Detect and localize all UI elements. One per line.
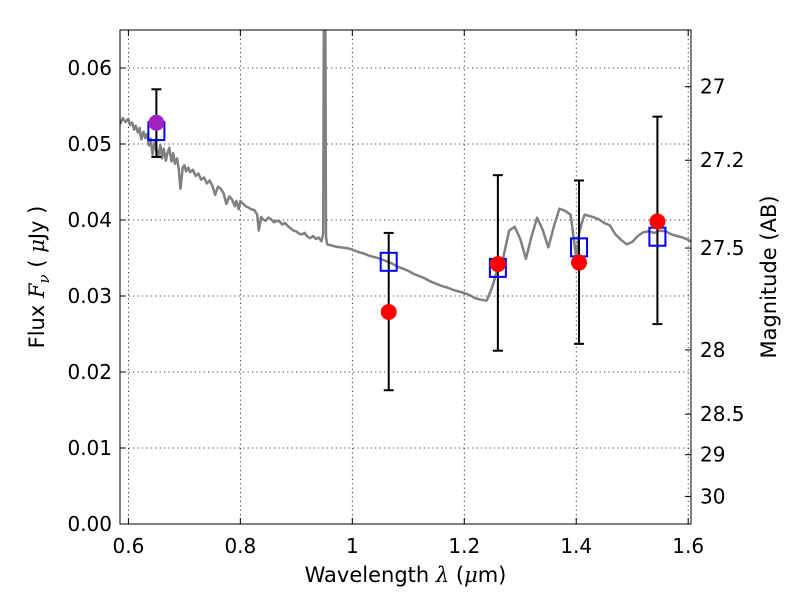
- y-tick-label: 0.04: [67, 208, 112, 232]
- axis-ticks: 0.6 0.8 1 1.2 1.4 1.6 0.00 0.01 0.02 0.03 0.04 0.05…: [67, 30, 745, 558]
- x-axis-unit: (: [449, 563, 464, 587]
- plot-frame: [119, 29, 692, 525]
- y-axis-nu: ν: [35, 274, 53, 283]
- y-axis-paren: (: [25, 253, 49, 275]
- data-markers: [147, 114, 667, 320]
- mag-tick-label: 28: [700, 338, 725, 362]
- x-tick-label: 1: [346, 534, 359, 558]
- spectrum-layer: [120, 30, 691, 302]
- error-bars: [151, 88, 663, 392]
- y-tick-label: 0.00: [67, 512, 112, 536]
- observed-point: [380, 303, 397, 320]
- mag-tick-label: 27.2: [700, 148, 745, 172]
- y-axis-unit: Jy ): [25, 206, 49, 242]
- y-axis-title: Flux Fν ( μJy ): [25, 206, 53, 349]
- x-axis-unit-end: m): [478, 563, 507, 587]
- observed-point: [649, 213, 666, 230]
- x-tick-label: 1.2: [448, 534, 480, 558]
- y-tick-label: 0.03: [67, 284, 112, 308]
- y-tick-label: 0.01: [67, 436, 112, 460]
- y-axis-fnu: F: [25, 282, 49, 299]
- mag-tick-label: 30: [700, 484, 725, 508]
- mag-tick-label: 28.5: [700, 402, 745, 426]
- observed-point: [571, 254, 588, 271]
- y-tick-label: 0.05: [67, 132, 112, 156]
- y-axis-mu: μ: [25, 239, 49, 253]
- y-tick-label: 0.02: [67, 360, 112, 384]
- x-tick-label: 0.8: [224, 534, 256, 558]
- spectrum-line: [120, 30, 691, 302]
- observed-point: [489, 256, 506, 273]
- model-point-square: [379, 251, 398, 272]
- x-tick-label: 1.6: [672, 534, 704, 558]
- mag-tick-label: 27.5: [700, 236, 745, 260]
- x-axis-title: Wavelength λ (μm): [305, 563, 507, 587]
- grid-lines: [120, 30, 691, 525]
- right-axis-title: Magnitude (AB): [757, 195, 781, 358]
- x-tick-label: 1.4: [560, 534, 592, 558]
- x-tick-label: 0.6: [112, 534, 144, 558]
- x-axis-title-prefix: Wavelength: [305, 563, 436, 587]
- y-tick-label: 0.06: [67, 56, 112, 80]
- x-axis-mu: μ: [464, 563, 478, 587]
- mag-tick-label: 27: [700, 75, 725, 99]
- x-axis-lambda: λ: [435, 563, 449, 587]
- observed-point: [148, 114, 165, 131]
- mag-tick-label: 29: [700, 443, 725, 467]
- y-axis-title-prefix: Flux: [25, 298, 49, 348]
